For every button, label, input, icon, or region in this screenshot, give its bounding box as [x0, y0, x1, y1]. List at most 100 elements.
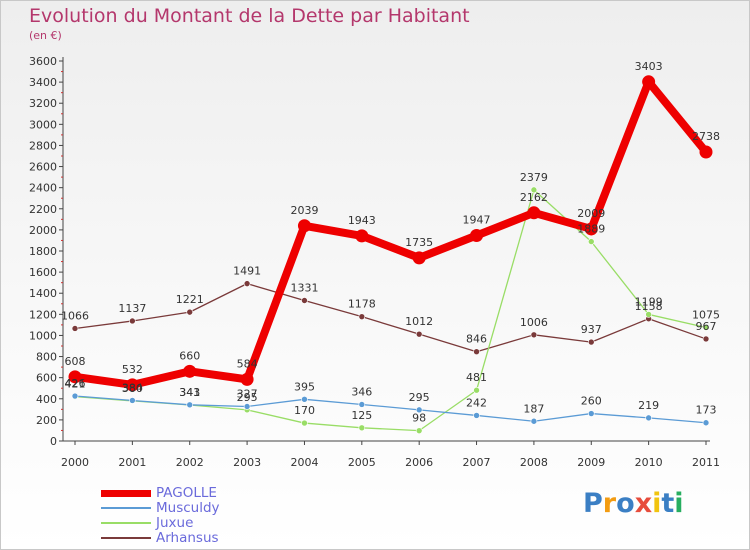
data-label-pagolle: 660 — [179, 349, 200, 362]
data-label-arhansus: 1066 — [61, 309, 89, 322]
y-tick-label: 1600 — [29, 266, 57, 279]
data-label-pagolle: 2162 — [520, 191, 548, 204]
data-point-musculdy — [702, 419, 710, 427]
data-point-arhansus — [473, 348, 480, 356]
data-label-arhansus: 1221 — [176, 293, 204, 306]
x-tick-label: 2007 — [463, 456, 491, 469]
data-label-pagolle: 3403 — [635, 60, 663, 73]
data-point-juxue — [473, 386, 480, 394]
data-point-juxue — [702, 324, 710, 331]
x-tick-label: 2005 — [348, 456, 376, 469]
data-point-musculdy — [415, 406, 423, 414]
data-label-arhansus: 1331 — [290, 282, 318, 295]
chart-title: Evolution du Montant de la Dette par Hab… — [29, 5, 470, 27]
legend-label-musculdy: Musculdy — [156, 500, 220, 516]
data-label-arhansus: 967 — [696, 320, 717, 333]
y-tick-label: 3200 — [29, 97, 57, 110]
legend-swatch-juxue — [101, 522, 151, 524]
data-point-pagolle — [527, 206, 541, 220]
data-label-juxue: 98 — [412, 412, 426, 425]
data-point-juxue — [415, 427, 423, 434]
data-label-musculdy: 187 — [523, 402, 544, 415]
series-line-pagolle — [71, 77, 710, 389]
data-point-arhansus — [243, 280, 251, 287]
data-label-juxue: 380 — [122, 382, 143, 395]
data-label-musculdy: 173 — [696, 404, 717, 417]
data-point-juxue — [587, 238, 595, 245]
data-label-musculdy: 295 — [409, 391, 430, 404]
y-tick-label: 1400 — [29, 287, 57, 300]
chart-subtitle: (en €) — [29, 29, 62, 42]
data-label-arhansus: 1012 — [405, 315, 433, 328]
y-tick-label: 2600 — [29, 161, 57, 174]
data-point-pagolle — [412, 251, 426, 265]
data-point-musculdy — [301, 396, 308, 403]
data-point-arhansus — [186, 308, 194, 316]
data-point-arhansus — [415, 330, 423, 338]
data-point-juxue — [645, 311, 652, 318]
data-point-musculdy — [358, 401, 366, 408]
data-label-musculdy: 242 — [466, 396, 487, 409]
data-point-juxue — [530, 186, 538, 194]
logo-letter: r — [602, 488, 617, 519]
data-point-pagolle — [355, 229, 369, 243]
data-point-musculdy — [186, 401, 194, 409]
y-tick-label: 3600 — [29, 55, 57, 68]
data-label-musculdy: 384 — [122, 381, 143, 394]
data-label-pagolle: 1943 — [348, 214, 376, 227]
y-tick-label: 1200 — [29, 308, 57, 321]
data-label-musculdy: 260 — [581, 395, 602, 408]
data-point-arhansus — [530, 331, 538, 339]
data-label-juxue: 1199 — [635, 295, 663, 308]
x-tick-label: 2010 — [635, 456, 663, 469]
data-label-arhansus: 1137 — [118, 302, 146, 315]
logo-letter: i — [674, 488, 684, 519]
legend-label-arhansus: Arhansus — [156, 530, 219, 546]
data-point-pagolle — [240, 372, 254, 386]
data-label-pagolle: 1735 — [405, 236, 433, 249]
y-tick-label: 0 — [50, 435, 57, 448]
logo-letter: i — [652, 488, 662, 519]
data-point-pagolle — [642, 75, 656, 89]
legend-label-pagolle: PAGOLLE — [156, 485, 217, 501]
legend-label-juxue: Juxue — [156, 515, 194, 531]
data-label-musculdy: 327 — [237, 387, 258, 400]
y-tick-label: 2200 — [29, 203, 57, 216]
y-tick-label: 200 — [36, 414, 57, 427]
data-point-pagolle — [584, 222, 598, 236]
x-tick-label: 2001 — [118, 456, 146, 469]
proxiti-logo: Proxiti — [583, 488, 684, 519]
series-line-arhansus — [74, 282, 707, 353]
data-label-juxue: 421 — [65, 378, 86, 391]
data-label-musculdy: 395 — [294, 380, 315, 393]
data-point-arhansus — [587, 338, 595, 346]
data-point-pagolle — [297, 219, 311, 233]
data-point-musculdy — [71, 392, 79, 400]
data-point-pagolle — [125, 378, 139, 392]
data-label-juxue: 1889 — [577, 223, 605, 236]
data-label-pagolle: 1947 — [463, 213, 491, 226]
data-point-arhansus — [358, 313, 366, 320]
x-tick-label: 2008 — [520, 456, 548, 469]
data-point-juxue — [301, 419, 308, 427]
data-label-pagolle: 2009 — [577, 207, 605, 220]
data-label-musculdy: 219 — [638, 399, 659, 412]
data-label-juxue: 125 — [351, 409, 372, 422]
x-tick-label: 2003 — [233, 456, 261, 469]
data-point-musculdy — [587, 410, 595, 417]
y-tick-label: 3400 — [29, 76, 57, 89]
y-tick-label: 2800 — [29, 139, 57, 152]
data-label-pagolle: 608 — [65, 355, 86, 368]
data-label-musculdy: 426 — [65, 377, 86, 390]
data-label-pagolle: 584 — [237, 357, 258, 370]
data-point-pagolle — [699, 145, 713, 159]
data-label-musculdy: 343 — [179, 386, 200, 399]
series-line-musculdy — [74, 395, 707, 424]
data-label-juxue: 341 — [179, 386, 200, 399]
y-tick-label: 1000 — [29, 329, 57, 342]
data-label-arhansus: 1006 — [520, 316, 548, 329]
data-label-juxue: 170 — [294, 404, 315, 417]
series-line-juxue — [74, 189, 707, 432]
data-point-pagolle — [470, 228, 484, 242]
